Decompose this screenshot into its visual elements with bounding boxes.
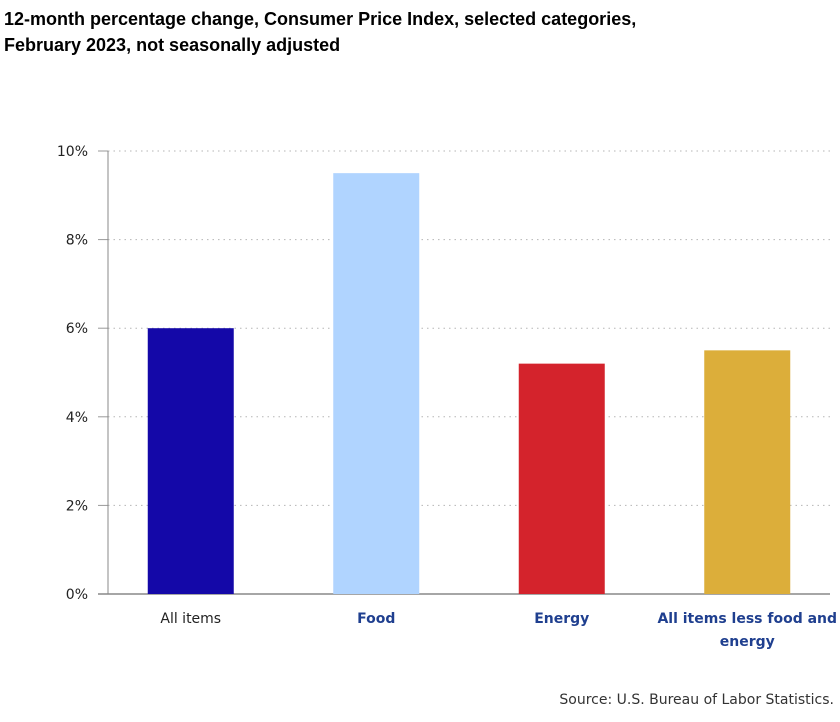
chart-title-line-1: 12-month percentage change, Consumer Pri… xyxy=(4,9,637,29)
chart-title: 12-month percentage change, Consumer Pri… xyxy=(4,6,834,58)
bar-0 xyxy=(147,328,234,594)
category-label: All items xyxy=(160,611,221,627)
category-label: Energy xyxy=(534,611,589,627)
bar-1 xyxy=(333,173,420,594)
y-tick-label: 10% xyxy=(57,144,88,160)
bar-3 xyxy=(704,350,791,594)
category-label: Food xyxy=(357,611,395,627)
category-label: energy xyxy=(720,634,775,650)
category-label: All items less food and xyxy=(657,611,837,627)
bar-2 xyxy=(518,363,605,594)
y-tick-label: 4% xyxy=(66,410,88,426)
chart-title-line-2: February 2023, not seasonally adjusted xyxy=(4,35,341,55)
source-note: Source: U.S. Bureau of Labor Statistics. xyxy=(559,692,834,708)
y-tick-label: 6% xyxy=(66,321,88,337)
y-tick-label: 0% xyxy=(66,587,88,603)
y-tick-label: 8% xyxy=(66,233,88,249)
y-tick-label: 2% xyxy=(66,498,88,514)
